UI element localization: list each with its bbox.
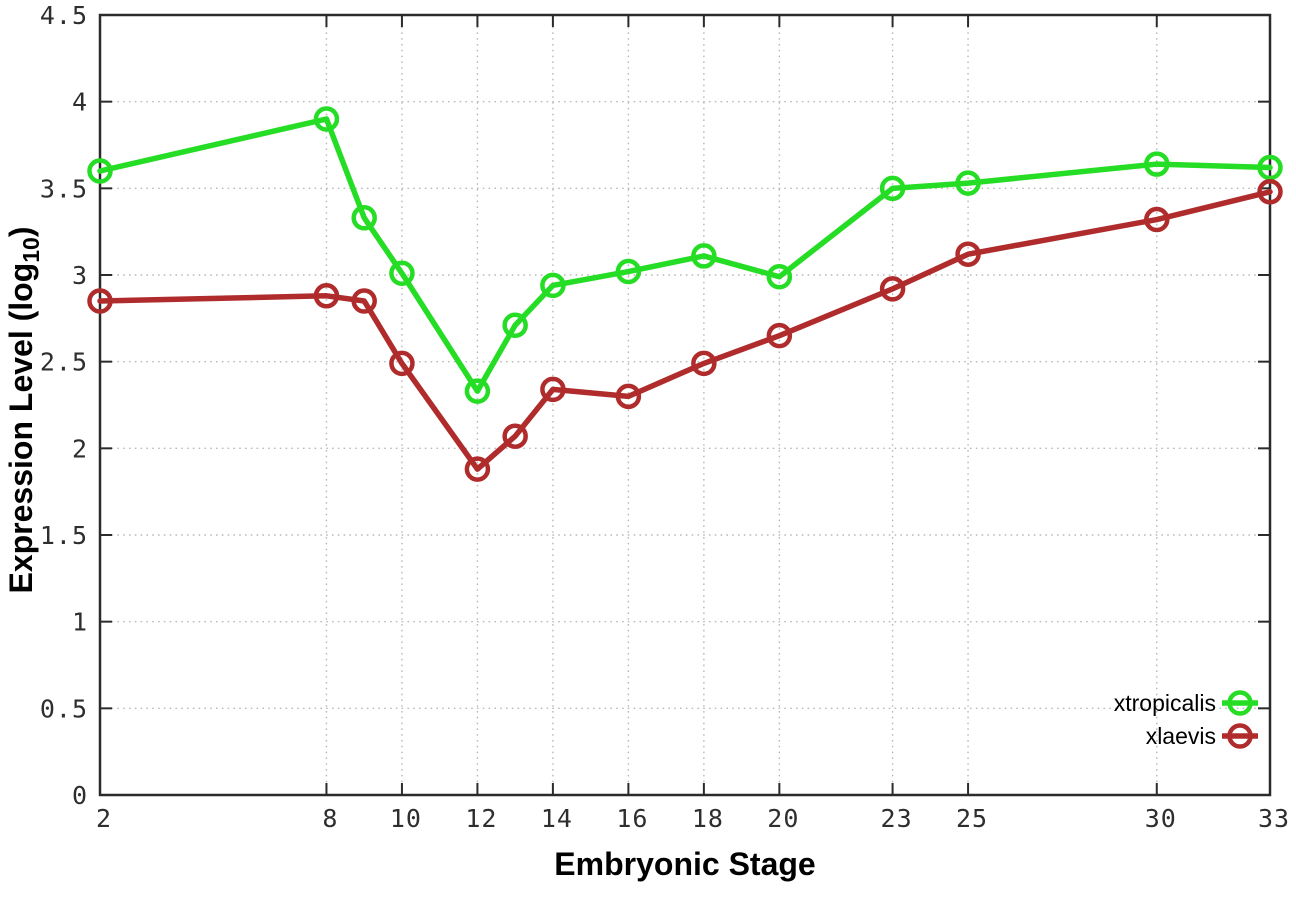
x-axis-title: Embryonic Stage (554, 846, 815, 882)
data-point-xtropicalis (955, 170, 981, 196)
data-point-xtropicalis (313, 106, 340, 132)
data-point-xtropicalis (879, 175, 906, 202)
data-point-xlaevis (691, 350, 717, 377)
x-tick-label: 23 (881, 804, 913, 833)
x-tick-label: 14 (541, 804, 573, 833)
data-point-xtropicalis (87, 158, 113, 184)
y-tick-label: 2 (72, 434, 88, 463)
x-tick-label: 20 (767, 804, 799, 833)
data-point-xtropicalis (502, 312, 528, 339)
legend-marker-point-xtropicalis (1227, 690, 1253, 716)
legend-label-xlaevis: xlaevis (1146, 723, 1216, 749)
data-point-xtropicalis (351, 205, 377, 231)
x-tick-label: 16 (616, 804, 648, 833)
data-point-xlaevis (389, 350, 415, 377)
y-tick-label: 4 (72, 88, 88, 117)
data-point-xlaevis (879, 276, 906, 302)
data-point-xtropicalis (691, 243, 717, 269)
x-tick-label: 30 (1145, 804, 1177, 833)
data-point-xtropicalis (464, 378, 491, 404)
y-tick-label: 1 (72, 608, 88, 637)
data-point-xlaevis (87, 288, 113, 314)
data-point-xlaevis (351, 288, 377, 314)
data-point-xlaevis (1144, 206, 1170, 233)
legend-marker-point-xlaevis (1227, 723, 1253, 749)
data-point-xlaevis (313, 283, 340, 309)
y-tick-label: 2.5 (40, 348, 88, 377)
y-tick-label: 3.5 (40, 174, 88, 203)
data-point-xtropicalis (1257, 154, 1283, 181)
x-tick-label: 8 (322, 804, 338, 833)
plot-border (98, 13, 1272, 797)
x-tick-label: 25 (956, 804, 988, 833)
data-point-xtropicalis (1144, 151, 1170, 177)
x-tick-label: 33 (1258, 804, 1290, 833)
y-tick-label: 3 (72, 261, 88, 290)
data-point-xlaevis (464, 456, 491, 482)
x-tick-label: 10 (390, 804, 422, 833)
y-tick-label: 0 (72, 781, 88, 810)
data-point-xlaevis (955, 241, 981, 267)
data-point-xlaevis (1257, 179, 1283, 205)
data-point-xlaevis (766, 322, 793, 349)
x-tick-label: 18 (692, 804, 724, 833)
x-tick-label: 12 (465, 804, 497, 833)
data-point-xtropicalis (615, 258, 642, 285)
data-point-xtropicalis (766, 263, 793, 290)
data-point-xtropicalis (389, 260, 415, 287)
x-tick-label: 2 (96, 804, 112, 833)
y-tick-label: 4.5 (40, 1, 88, 30)
y-tick-label: 0.5 (40, 694, 88, 723)
data-point-xlaevis (502, 423, 528, 449)
y-tick-label: 1.5 (40, 521, 88, 550)
legend-label-xtropicalis: xtropicalis (1114, 690, 1216, 716)
data-point-xtropicalis (540, 272, 566, 299)
y-axis-title: Expression Level (log10) (3, 226, 44, 593)
data-point-xlaevis (540, 376, 566, 403)
data-point-xlaevis (615, 383, 642, 410)
